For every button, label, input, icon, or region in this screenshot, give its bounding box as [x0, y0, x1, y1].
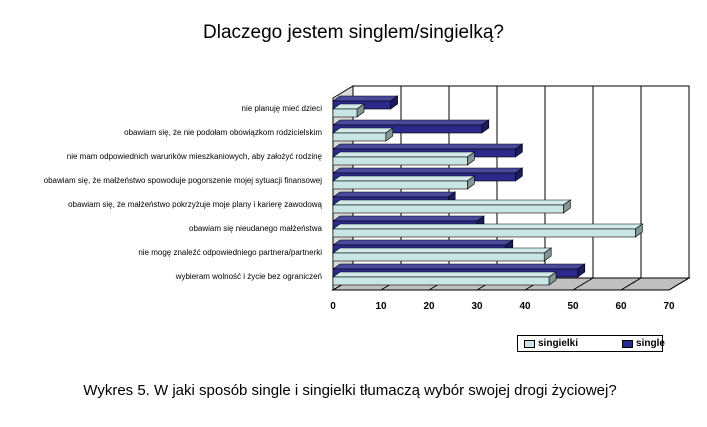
gridline-floor [668, 277, 690, 291]
category-label: obawiam się, że nie podołam obowiązkom r… [124, 128, 322, 137]
gridline-floor [620, 277, 642, 291]
chart-title: Dlaczego jestem singlem/singielką? [203, 22, 504, 43]
legend-swatch-singielki [524, 339, 535, 348]
bar-singielki-top [332, 175, 476, 182]
legend-item-singielki: singielki [524, 338, 578, 349]
chart-legend: singielki single [517, 335, 665, 352]
category-label: obawiam się, że małżeństwo spowoduje pog… [44, 176, 323, 185]
bar-single-top [332, 143, 524, 150]
bar-singielki-top [332, 223, 644, 230]
x-tick-label: 0 [330, 301, 336, 312]
bar-single [332, 124, 483, 134]
legend-label-single: single [636, 338, 665, 349]
bar-singielki-top [332, 127, 394, 134]
legend-label-singielki: singielki [538, 338, 579, 349]
bar-single-top [332, 215, 485, 222]
bar-singielki-top [332, 151, 476, 158]
gridline-floor [572, 277, 594, 291]
category-label: nie mogę znaleźć odpowiedniego partnera/… [138, 248, 322, 257]
x-tick-label: 70 [663, 301, 675, 312]
x-tick-label: 30 [471, 301, 483, 312]
x-tick-label: 40 [519, 301, 531, 312]
bar-singielki-top [332, 271, 557, 278]
bar-single-top [332, 119, 490, 126]
category-label: obawiam się, że małżeństwo pokrzyżuje mo… [68, 200, 322, 209]
category-label: wybieram wolność i życie bez ograniczeń [175, 272, 322, 281]
bar-singielki [332, 156, 468, 166]
bar-singielki [332, 276, 550, 286]
category-label: nie planuję mieć dzieci [242, 104, 323, 113]
bar-single-top [332, 263, 586, 270]
x-tick-label: 60 [615, 301, 627, 312]
category-label: obawiam się nieudanego małżeństwa [189, 224, 323, 233]
x-tick-label: 50 [567, 301, 579, 312]
legend-swatch-single [622, 339, 634, 348]
x-tick-label: 10 [375, 301, 387, 312]
bar-singielki-top [332, 199, 572, 206]
bar-singielki [332, 108, 358, 118]
bar-singielki [332, 252, 545, 262]
bar-single-top [332, 191, 457, 198]
legend-item-single: single [622, 338, 665, 349]
bar-singielki [332, 204, 564, 214]
x-tick-label: 20 [423, 301, 435, 312]
bar-singielki [332, 180, 468, 190]
bar-singielki [332, 228, 636, 238]
bar-singielki-top [332, 247, 553, 254]
bar-single-top [332, 167, 524, 174]
category-label: nie mam odpowiednich warunków mieszkanio… [67, 152, 323, 161]
bar-single-top [332, 95, 399, 102]
figure-caption: Wykres 5. W jaki sposób single i singiel… [83, 382, 617, 399]
bar-singielki [332, 132, 387, 142]
bar-single-top [332, 239, 514, 246]
